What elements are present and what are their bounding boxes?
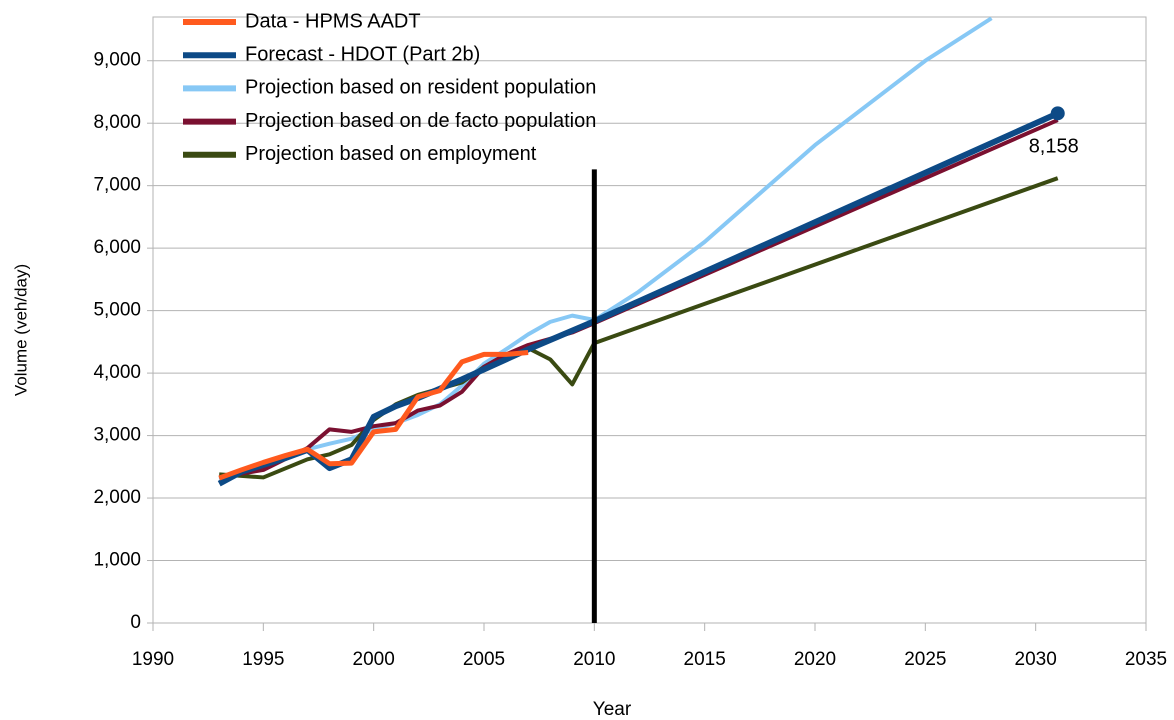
x-tick-label: 1990 <box>132 649 174 670</box>
x-tick-label: 2035 <box>1125 649 1167 670</box>
y-axis-label: Volume (veh/day) <box>11 264 30 396</box>
lines <box>217 17 1059 487</box>
y-tick-label: 1,000 <box>93 550 141 571</box>
y-tick-label: 4,000 <box>93 362 141 383</box>
y-tick-label: 6,000 <box>93 237 141 258</box>
data-label: 8,158 <box>1029 136 1079 158</box>
x-tick-label: 2015 <box>684 649 726 670</box>
x-tick-label: 2020 <box>794 649 836 670</box>
x-tick-label: 2010 <box>573 649 615 670</box>
y-tick-label: 5,000 <box>93 300 141 321</box>
legend-label: Projection based on resident population <box>245 77 596 99</box>
x-tick-label: 2030 <box>1015 649 1057 670</box>
x-tick-label: 2025 <box>904 649 946 670</box>
grid <box>147 60 1147 631</box>
plot-area <box>152 16 1147 624</box>
y-tick-label: 2,000 <box>93 487 141 508</box>
x-tick-label: 2000 <box>353 649 395 670</box>
legend-label: Data - HPMS AADT <box>245 10 421 32</box>
x-axis-label: Year <box>593 699 632 720</box>
y-tick-label: 3,000 <box>93 425 141 446</box>
y-tick-label: 8,000 <box>93 112 141 133</box>
legend-label: Projection based on employment <box>245 143 537 165</box>
series-line <box>218 17 993 482</box>
y-tick-label: 9,000 <box>93 50 141 71</box>
end-marker <box>1050 106 1065 121</box>
y-tick-label: 7,000 <box>93 175 141 196</box>
x-tick-label: 1995 <box>242 649 284 670</box>
legend-label: Projection based on de facto population <box>245 110 596 132</box>
x-tick-label: 2005 <box>463 649 505 670</box>
y-tick-label: 0 <box>130 612 141 633</box>
legend-label: Forecast - HDOT (Part 2b) <box>245 43 480 65</box>
overlay: 8,158 Data - HPMS AADT Forecast - HDOT (Pa… <box>183 10 1079 623</box>
series-line <box>218 349 529 481</box>
